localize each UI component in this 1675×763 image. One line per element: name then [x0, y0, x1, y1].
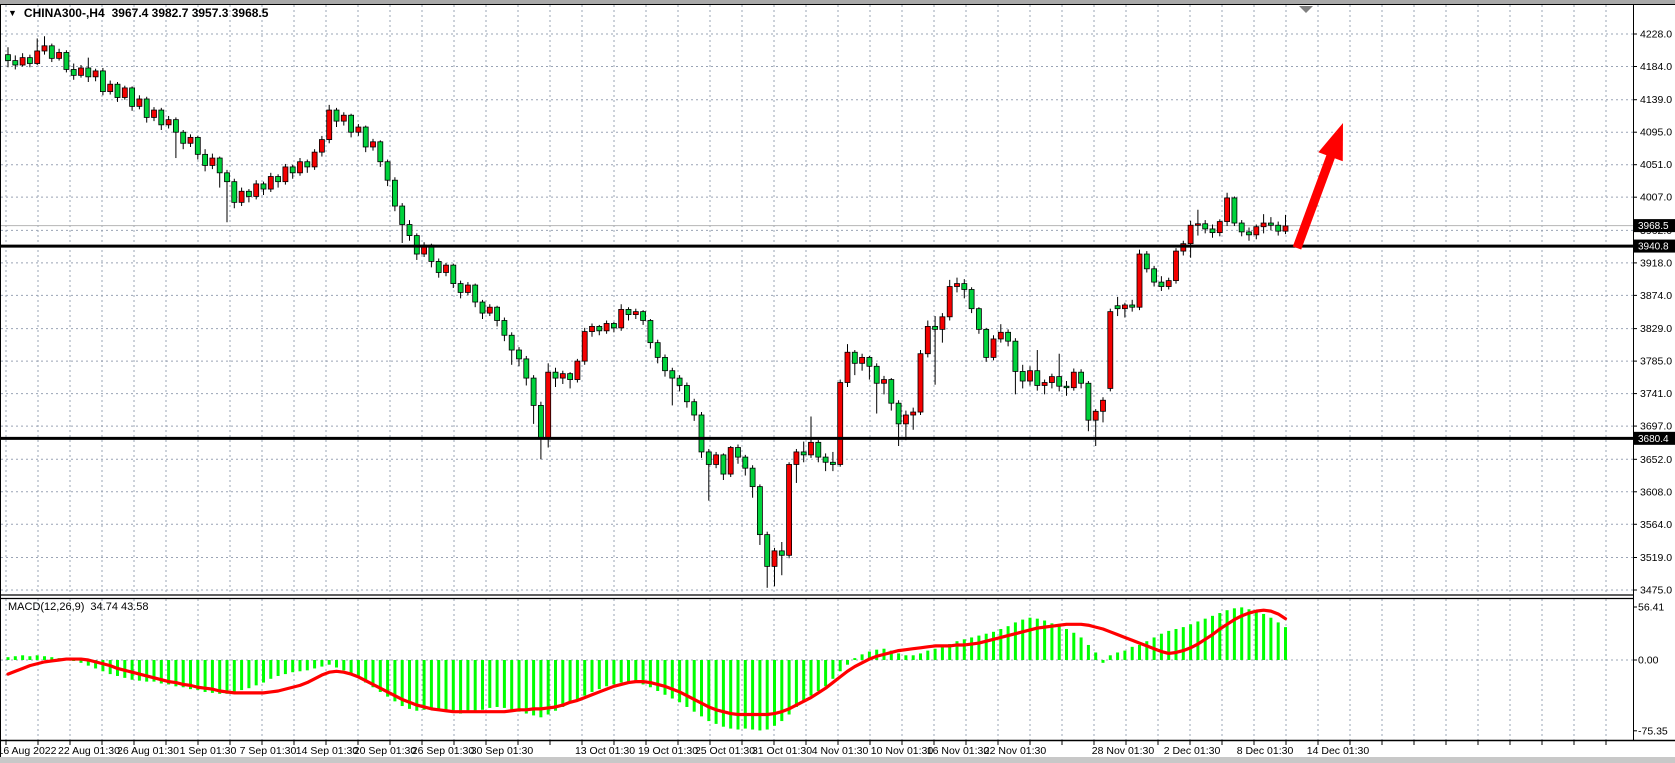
svg-text:3652.0: 3652.0 — [1640, 454, 1672, 466]
svg-text:16 Aug 2022: 16 Aug 2022 — [0, 745, 57, 757]
svg-text:4228.0: 4228.0 — [1640, 29, 1672, 41]
svg-text:30 Sep 01:30: 30 Sep 01:30 — [471, 745, 534, 757]
svg-text:3741.0: 3741.0 — [1640, 388, 1672, 400]
svg-text:22 Nov 01:30: 22 Nov 01:30 — [984, 745, 1047, 757]
ohlc-values: 3967.4 3982.7 3957.3 3968.5 — [111, 6, 269, 20]
svg-text:0.00: 0.00 — [1638, 655, 1659, 667]
svg-text:19 Oct 01:30: 19 Oct 01:30 — [638, 745, 698, 757]
horizontal-level-lines[interactable] — [1, 244, 1633, 440]
window-bottom-strip — [0, 757, 1675, 763]
macd-values: 34.74 43.58 — [90, 601, 149, 613]
svg-text:3918.0: 3918.0 — [1640, 257, 1672, 269]
grid-lines — [1, 5, 1633, 740]
chart-shift-marker-icon[interactable] — [1299, 6, 1313, 13]
svg-text:3564.0: 3564.0 — [1640, 519, 1672, 531]
svg-text:4051.0: 4051.0 — [1640, 159, 1672, 171]
svg-text:13 Oct 01:30: 13 Oct 01:30 — [575, 745, 635, 757]
price-badge — [1633, 219, 1675, 233]
svg-text:31 Oct 01:30: 31 Oct 01:30 — [752, 745, 812, 757]
svg-text:16 Nov 01:30: 16 Nov 01:30 — [927, 745, 990, 757]
svg-text:28 Nov 01:30: 28 Nov 01:30 — [1092, 745, 1155, 757]
svg-text:4007.0: 4007.0 — [1640, 192, 1672, 204]
svg-text:56.41: 56.41 — [1638, 602, 1664, 614]
chart-title: ▼ CHINA300-,H4 3967.4 3982.7 3957.3 3968… — [8, 6, 268, 20]
svg-text:3475.0: 3475.0 — [1640, 585, 1672, 597]
svg-text:14 Sep 01:30: 14 Sep 01:30 — [296, 745, 359, 757]
price-axis[interactable]: 4228.04184.04139.04095.04051.04007.03962… — [1633, 29, 1672, 597]
svg-text:3874.0: 3874.0 — [1640, 290, 1672, 302]
svg-text:1 Sep 01:30: 1 Sep 01:30 — [180, 745, 237, 757]
svg-text:4095.0: 4095.0 — [1640, 127, 1672, 139]
svg-text:26 Aug 01:30: 26 Aug 01:30 — [117, 745, 179, 757]
svg-text:26 Sep 01:30: 26 Sep 01:30 — [412, 745, 475, 757]
svg-text:10 Nov 01:30: 10 Nov 01:30 — [871, 745, 934, 757]
symbol-period-label: CHINA300-,H4 — [23, 6, 105, 20]
svg-text:3785.0: 3785.0 — [1640, 356, 1672, 368]
svg-text:3519.0: 3519.0 — [1640, 552, 1672, 564]
macd-name: MACD(12,26,9) — [8, 601, 85, 613]
svg-text:3697.0: 3697.0 — [1640, 421, 1672, 433]
price-badge — [1633, 239, 1675, 253]
pane-borders — [0, 4, 1675, 757]
svg-text:4 Nov 01:30: 4 Nov 01:30 — [812, 745, 869, 757]
svg-text:25 Oct 01:30: 25 Oct 01:30 — [695, 745, 755, 757]
trend-arrow[interactable] — [1292, 123, 1343, 250]
svg-text:3608.0: 3608.0 — [1640, 486, 1672, 498]
svg-text:4139.0: 4139.0 — [1640, 94, 1672, 106]
svg-text:4184.0: 4184.0 — [1640, 61, 1672, 73]
svg-text:22 Aug 01:30: 22 Aug 01:30 — [58, 745, 120, 757]
symbol-dropdown-icon[interactable]: ▼ — [8, 8, 17, 18]
svg-text:20 Sep 01:30: 20 Sep 01:30 — [354, 745, 417, 757]
candlestick-series[interactable] — [5, 36, 1289, 588]
svg-text:14 Dec 01:30: 14 Dec 01:30 — [1307, 745, 1370, 757]
svg-text:-75.35: -75.35 — [1638, 725, 1668, 737]
macd-axis[interactable]: 56.41 0.00 -75.35 — [1633, 602, 1668, 738]
macd-signal-line — [6, 608, 1288, 717]
svg-text:3829.0: 3829.0 — [1640, 323, 1672, 335]
svg-text:2 Dec 01:30: 2 Dec 01:30 — [1164, 745, 1221, 757]
svg-text:8 Dec 01:30: 8 Dec 01:30 — [1237, 745, 1294, 757]
svg-text:3968.5: 3968.5 — [1638, 221, 1669, 232]
svg-text:3940.8: 3940.8 — [1638, 242, 1669, 253]
window-top-strip — [0, 0, 1675, 4]
svg-text:7 Sep 01:30: 7 Sep 01:30 — [240, 745, 297, 757]
price-badge — [1633, 431, 1675, 445]
macd-indicator-label: MACD(12,26,9) 34.74 43.58 — [8, 601, 149, 613]
price-badges: 3968.5 3940.8 3680.4 — [1633, 219, 1675, 445]
svg-text:3680.4: 3680.4 — [1638, 434, 1669, 445]
